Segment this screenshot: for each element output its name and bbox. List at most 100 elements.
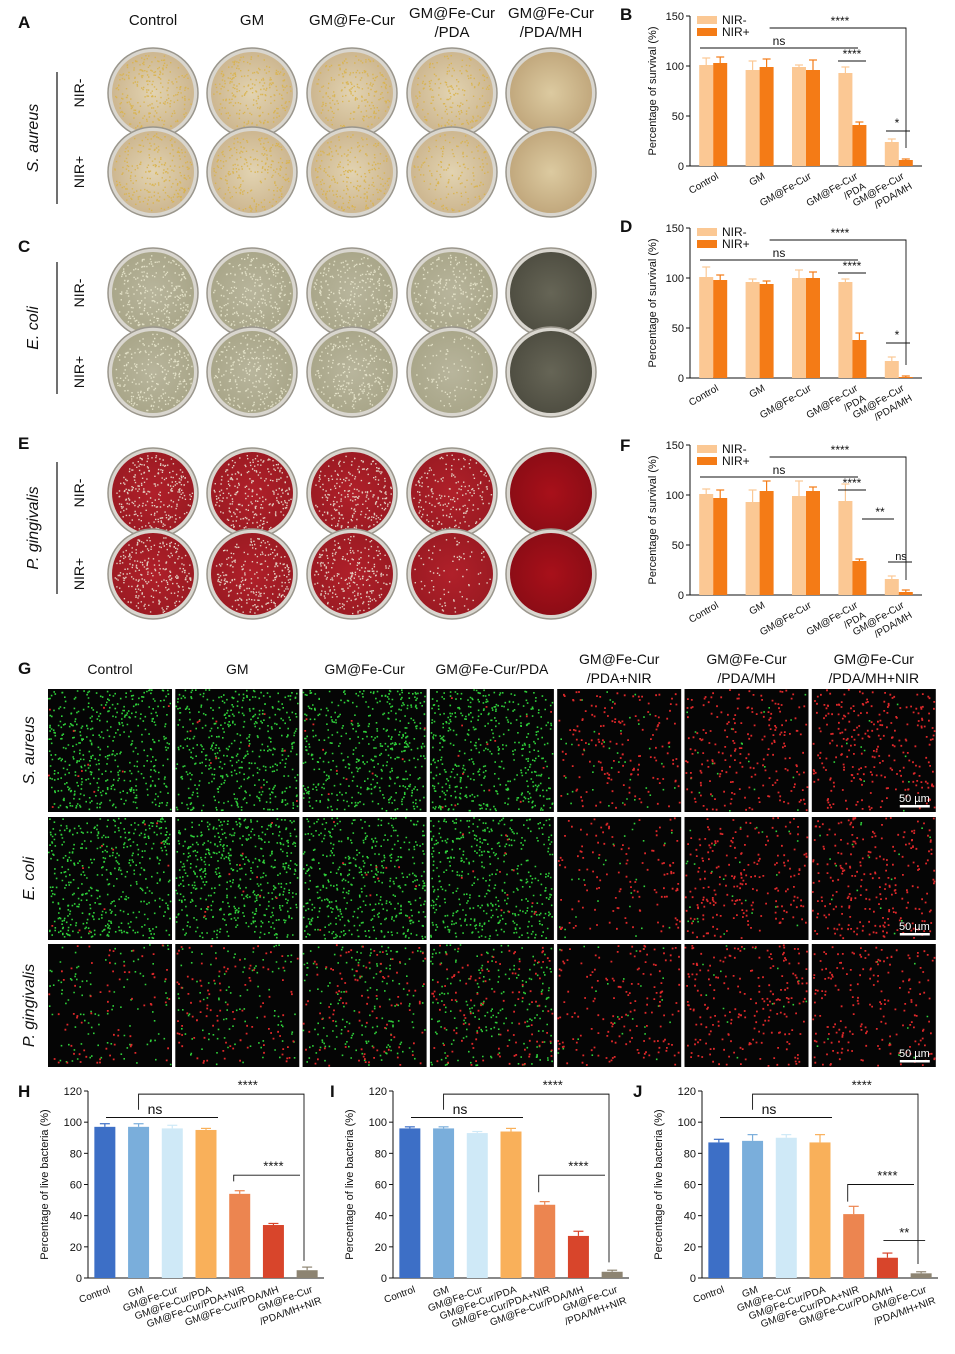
- agar-plate: [206, 247, 298, 339]
- significance-bracket: [847, 1184, 914, 1202]
- species-label: P. gingivalis: [25, 486, 42, 569]
- fluorescence-column-title: GM@Fe-Cur: [579, 651, 660, 667]
- plate-column-title: Control: [129, 12, 177, 29]
- significance-bracket: [138, 1093, 305, 1261]
- y-tick-label: 50: [672, 540, 684, 552]
- agar-plate: [306, 47, 398, 139]
- bar: [128, 1126, 150, 1278]
- agar-medium: [112, 533, 194, 615]
- bar: [745, 282, 760, 378]
- x-tick-label: GM: [748, 600, 767, 618]
- agar-plate: [206, 126, 298, 218]
- significance-label: *: [895, 116, 900, 130]
- legend-swatch: [697, 228, 717, 236]
- image-background: [684, 689, 809, 812]
- agar-medium: [411, 52, 493, 134]
- x-tick-label: Control: [78, 1284, 112, 1305]
- agar-plate: [505, 47, 597, 139]
- fluorescence-image: [811, 689, 936, 812]
- bar: [759, 284, 774, 378]
- bar: [229, 1193, 251, 1278]
- y-tick-label: 100: [678, 1117, 696, 1129]
- fluorescence-image: [302, 944, 427, 1067]
- bar: [806, 278, 820, 378]
- fluorescence-image: [175, 689, 300, 812]
- agar-medium: [311, 131, 393, 213]
- image-background: [48, 817, 172, 940]
- panel-letter-g: G: [18, 659, 31, 678]
- live-cells: [175, 817, 299, 940]
- y-tick-label: 0: [690, 1273, 696, 1285]
- live-cells: [48, 944, 172, 1066]
- legend-label: NIR-: [722, 442, 747, 456]
- image-background: [175, 689, 300, 812]
- plate-column-title: GM@Fe-Cur: [409, 5, 495, 22]
- agar-medium: [510, 452, 592, 534]
- significance-label: ****: [263, 1159, 283, 1174]
- agar-medium: [510, 252, 592, 334]
- agar-medium: [411, 533, 493, 615]
- bar: [898, 160, 913, 166]
- plate-column-title: GM@Fe-Cur: [508, 5, 594, 22]
- bar: [262, 1225, 284, 1278]
- bar: [806, 70, 820, 166]
- agar-plate: [306, 247, 398, 339]
- legend-label: NIR-: [722, 225, 747, 239]
- agar-medium: [112, 452, 194, 534]
- significance-label: ****: [843, 259, 862, 273]
- image-background: [684, 817, 809, 940]
- image-background: [175, 817, 300, 940]
- live-chart-j: 0 20 40 60 80 100 120 Percentage of live bacter…: [653, 1078, 938, 1330]
- colony-dots: [213, 455, 292, 533]
- legend-label: NIR+: [722, 25, 750, 39]
- significance-label: ns: [895, 551, 907, 563]
- survival-chart-d: 0 50 100 150 Percentage of survival (%) Contr…: [647, 223, 922, 423]
- significance-label: ns: [762, 1101, 777, 1117]
- colony-dots: [213, 137, 290, 212]
- bar: [399, 1128, 421, 1278]
- agar-medium: [510, 52, 592, 134]
- x-tick-label: GM: [432, 1284, 451, 1300]
- nir-row-label: NIR-: [71, 78, 87, 107]
- fluorescence-image: [684, 944, 809, 1067]
- y-tick-label: 100: [369, 1117, 387, 1129]
- bar: [699, 494, 714, 595]
- y-tick-label: 80: [684, 1148, 696, 1160]
- fluorescence-image: [811, 817, 936, 940]
- agar-plate: [306, 126, 398, 218]
- panel-letter-c: C: [18, 237, 30, 256]
- significance-bracket: [443, 1093, 610, 1263]
- fluorescence-row-label: P. gingivalis: [21, 964, 38, 1047]
- y-tick-label: 20: [70, 1242, 82, 1254]
- nir-row-label: NIR-: [71, 478, 87, 507]
- agar-plate: [107, 247, 199, 339]
- fluorescence-row-label: S. aureus: [21, 716, 38, 784]
- agar-medium: [311, 452, 393, 534]
- legend-label: NIR-: [722, 13, 747, 27]
- bar: [713, 280, 728, 378]
- bar: [708, 1142, 730, 1278]
- x-tick-label: GM: [127, 1284, 146, 1300]
- significance-bracket: [538, 1174, 605, 1193]
- fluorescence-image: [48, 689, 172, 812]
- x-tick-label: GM@Fe-Cur: [758, 383, 814, 422]
- image-background: [429, 944, 554, 1067]
- fluorescence-image: [302, 817, 427, 940]
- bar: [713, 498, 728, 595]
- significance-label: ****: [238, 1078, 258, 1093]
- fluorescence-image: [48, 817, 172, 940]
- x-tick-label: Control: [687, 600, 720, 626]
- y-tick-label: 0: [381, 1273, 387, 1285]
- panel-letter-h: H: [18, 1082, 30, 1101]
- y-tick-label: 0: [678, 590, 684, 602]
- agar-plate: [206, 447, 298, 539]
- agar-medium: [112, 331, 194, 413]
- panel-letter-j: J: [633, 1082, 642, 1101]
- live-cells: [302, 817, 427, 940]
- agar-plate: [505, 326, 597, 418]
- fluorescence-column-title: Control: [87, 661, 132, 677]
- fluorescence-column-title: /PDA/MH: [717, 670, 775, 686]
- y-axis-label: Percentage of live bacteria (%): [653, 1109, 665, 1259]
- image-background: [429, 817, 554, 940]
- dead-cells: [812, 689, 936, 811]
